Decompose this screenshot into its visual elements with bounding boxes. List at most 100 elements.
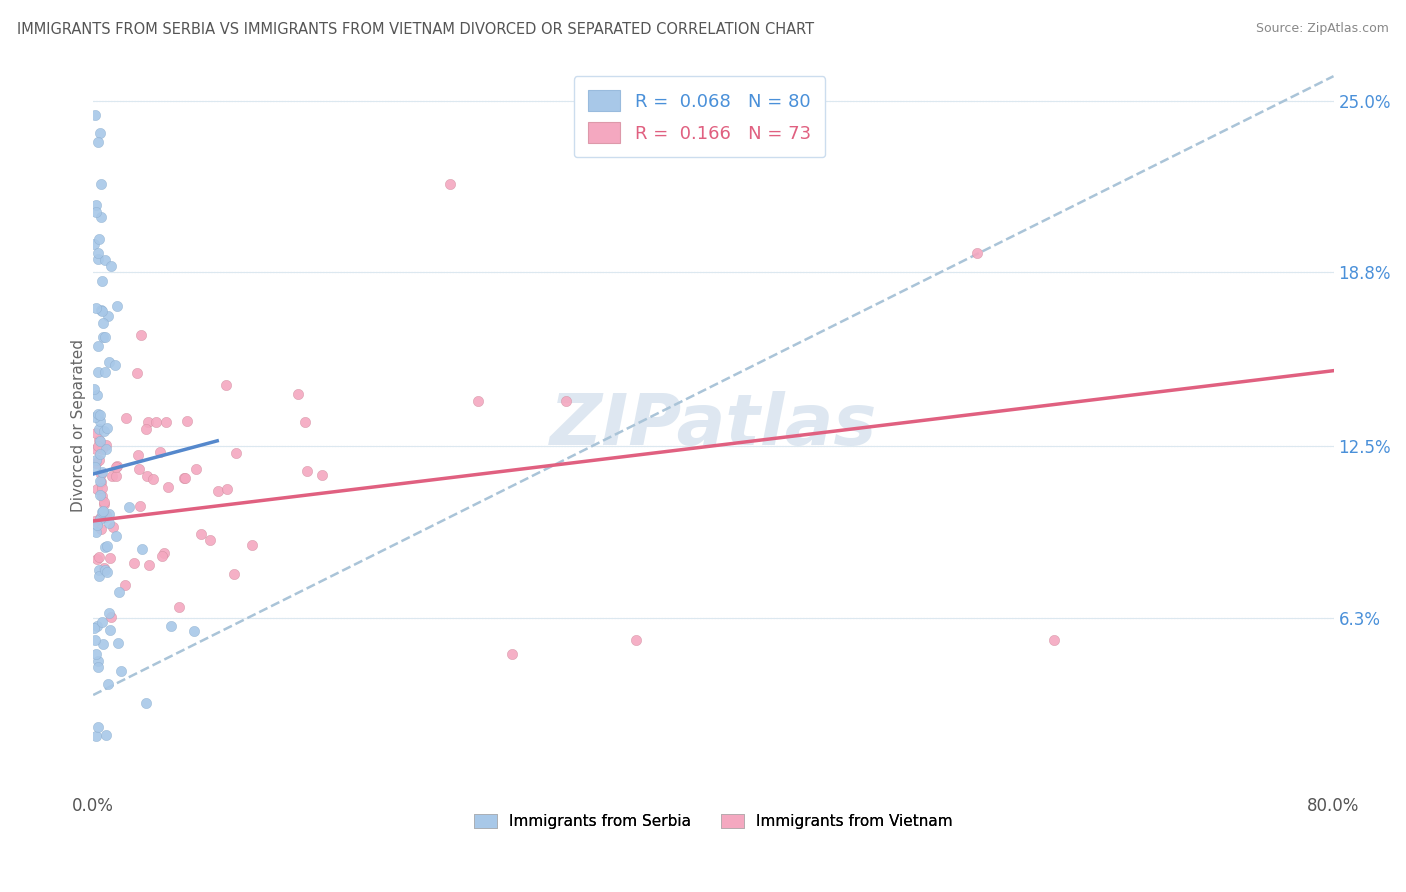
Point	[90, 304, 112, 318]
Point	[98, 606, 121, 620]
Point	[93, 561, 115, 575]
Point	[87, 720, 110, 734]
Point	[184, 462, 207, 476]
Point	[225, 445, 247, 459]
Point	[90, 210, 112, 224]
Point	[89, 126, 111, 140]
Point	[108, 585, 131, 599]
Point	[84, 456, 107, 470]
Point	[87, 422, 110, 436]
Point	[91, 330, 114, 344]
Point	[169, 600, 191, 615]
Point	[87, 246, 110, 260]
Point	[159, 619, 181, 633]
Point	[94, 510, 117, 524]
Point	[439, 177, 461, 191]
Point	[101, 468, 124, 483]
Point	[89, 488, 111, 502]
Point	[114, 578, 136, 592]
Point	[89, 453, 111, 467]
Point	[84, 425, 107, 440]
Point	[91, 505, 114, 519]
Point	[1043, 632, 1066, 647]
Point	[98, 507, 121, 521]
Point	[149, 445, 172, 459]
Point	[118, 500, 141, 515]
Point	[84, 647, 107, 661]
Point	[294, 416, 316, 430]
Point	[155, 415, 177, 429]
Point	[136, 415, 159, 429]
Point	[93, 425, 115, 439]
Point	[190, 526, 212, 541]
Point	[104, 358, 127, 372]
Point	[84, 198, 107, 212]
Point	[87, 136, 110, 150]
Point	[84, 301, 107, 316]
Point	[94, 540, 117, 554]
Point	[91, 504, 114, 518]
Point	[83, 382, 105, 396]
Point	[156, 479, 179, 493]
Point	[136, 469, 159, 483]
Point	[91, 481, 114, 495]
Point	[97, 310, 120, 324]
Point	[83, 108, 105, 122]
Point	[127, 448, 149, 462]
Point	[94, 365, 117, 379]
Point	[89, 512, 111, 526]
Point	[89, 414, 111, 428]
Point	[554, 393, 576, 408]
Point	[87, 252, 110, 267]
Point	[89, 447, 111, 461]
Point	[96, 565, 118, 579]
Point	[150, 549, 173, 563]
Point	[89, 563, 111, 577]
Point	[86, 524, 108, 539]
Point	[86, 482, 108, 496]
Point	[105, 528, 128, 542]
Point	[94, 728, 117, 742]
Point	[97, 516, 120, 530]
Point	[87, 654, 110, 668]
Point	[242, 538, 264, 552]
Point	[89, 568, 111, 582]
Point	[86, 518, 108, 533]
Point	[87, 660, 110, 674]
Point	[214, 378, 236, 392]
Point	[145, 415, 167, 429]
Point	[142, 472, 165, 486]
Point	[98, 355, 121, 369]
Point	[93, 253, 115, 268]
Point	[135, 696, 157, 710]
Point	[91, 637, 114, 651]
Point	[91, 316, 114, 330]
Point	[129, 499, 152, 513]
Point	[84, 442, 107, 456]
Point	[86, 388, 108, 402]
Point	[94, 508, 117, 523]
Point	[89, 511, 111, 525]
Point	[96, 421, 118, 435]
Point	[89, 474, 111, 488]
Point	[98, 623, 121, 637]
Point	[91, 274, 114, 288]
Point	[105, 458, 128, 473]
Point	[84, 204, 107, 219]
Point	[152, 546, 174, 560]
Point	[93, 494, 115, 508]
Point	[101, 520, 124, 534]
Point	[107, 635, 129, 649]
Point	[115, 410, 138, 425]
Point	[128, 462, 150, 476]
Point	[87, 365, 110, 379]
Y-axis label: Divorced or Separated: Divorced or Separated	[72, 339, 86, 512]
Point	[90, 475, 112, 489]
Point	[83, 632, 105, 647]
Point	[89, 434, 111, 449]
Point	[105, 468, 128, 483]
Text: Source: ZipAtlas.com: Source: ZipAtlas.com	[1256, 22, 1389, 36]
Point	[96, 539, 118, 553]
Point	[173, 471, 195, 485]
Point	[138, 558, 160, 573]
